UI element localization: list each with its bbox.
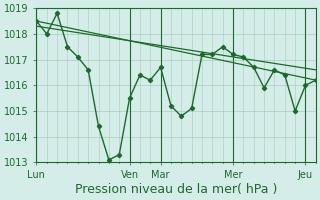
X-axis label: Pression niveau de la mer( hPa ): Pression niveau de la mer( hPa ) [75, 183, 277, 196]
